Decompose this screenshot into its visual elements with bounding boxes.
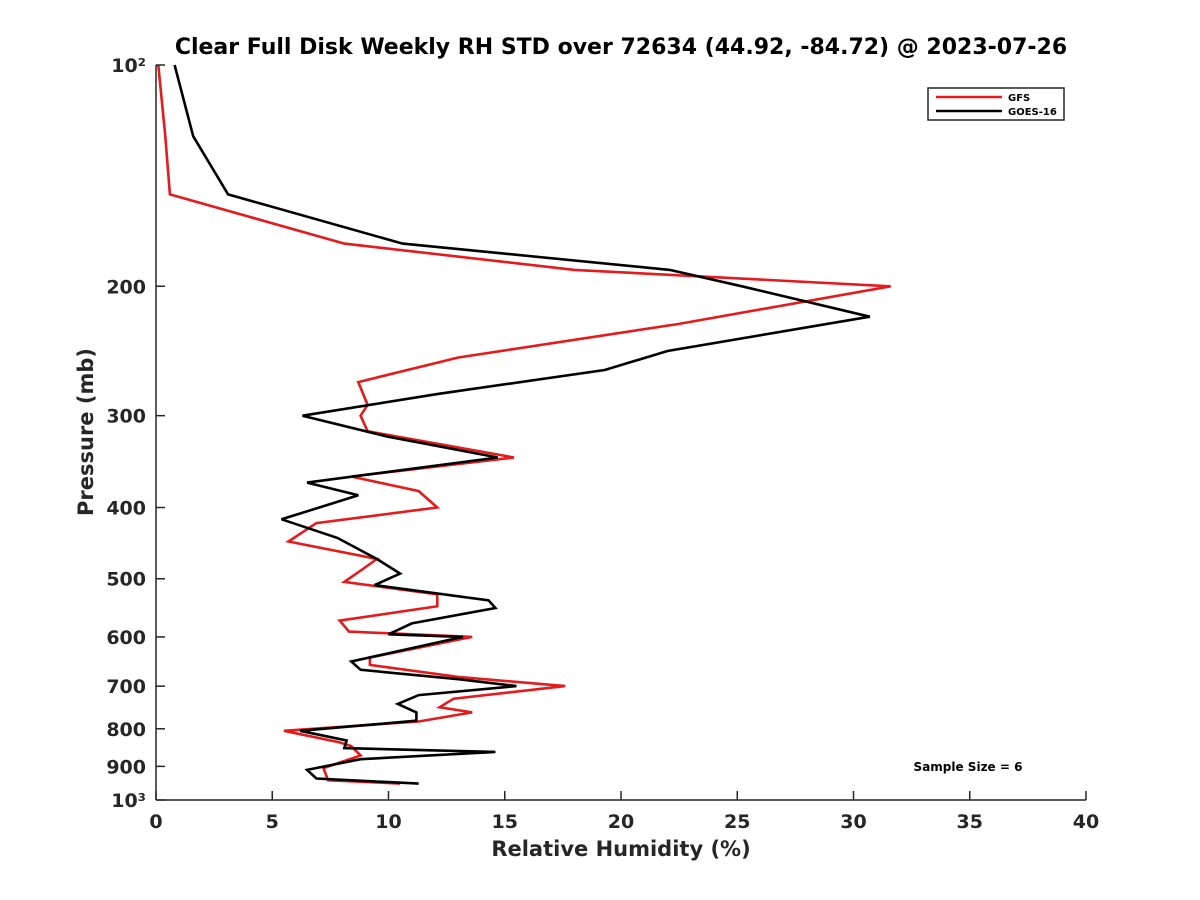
x-tick-label-5: 5 [266,811,279,833]
y-tick-label-900: 900 [106,756,146,778]
series-layer [157,64,891,785]
x-tick-label-0: 0 [149,811,162,833]
y-tick-label-200: 200 [106,276,146,298]
x-axis-label: Relative Humidity (%) [491,837,750,861]
y-tick-label-700: 700 [106,676,146,698]
x-tick-label-40: 40 [1073,811,1099,833]
y-tick-label-100: 10² [111,55,146,77]
series-line-goes-16 [173,64,871,785]
legend: GFS GOES-16 [927,87,1065,121]
x-tick-label-35: 35 [957,811,983,833]
y-tick-label-600: 600 [106,627,146,649]
x-tick-label-30: 30 [840,811,866,833]
x-tick-label-25: 25 [724,811,750,833]
y-tick-label-300: 300 [106,406,146,428]
legend-box [927,87,1065,121]
x-tick-label-15: 15 [492,811,518,833]
y-tick-label-400: 400 [106,498,146,520]
y-tick-label-500: 500 [106,569,146,591]
y-axis-label: Pressure (mb) [74,348,98,516]
x-tick-label-10: 10 [375,811,401,833]
legend-label-gfs: GFS [1008,93,1030,104]
y-tick-label-1000: 10³ [111,790,146,812]
y-ticks: 10² 200 300 400 500 600 700 800 900 10³ [106,55,165,812]
plot-area: 0 5 10 15 20 25 30 35 40 10² 200 300 400 500 600 700 80… [106,55,1099,833]
sample-size-annotation: Sample Size = 6 [914,760,1023,774]
x-tick-label-20: 20 [608,811,634,833]
chart-title: Clear Full Disk Weekly RH STD over 72634… [175,35,1067,60]
x-ticks: 0 5 10 15 20 25 30 35 40 [149,791,1099,833]
y-tick-label-800: 800 [106,719,146,741]
legend-label-goes16: GOES-16 [1008,107,1057,118]
